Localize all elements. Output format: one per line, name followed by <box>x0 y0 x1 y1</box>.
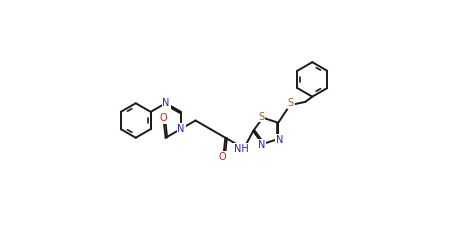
Text: S: S <box>287 98 293 108</box>
Text: O: O <box>160 113 167 123</box>
Text: NH: NH <box>233 144 248 154</box>
Text: N: N <box>275 135 283 145</box>
Text: N: N <box>162 98 169 108</box>
Text: N: N <box>177 124 184 134</box>
Text: N: N <box>257 140 264 150</box>
Text: S: S <box>258 112 264 121</box>
Text: O: O <box>218 152 226 162</box>
